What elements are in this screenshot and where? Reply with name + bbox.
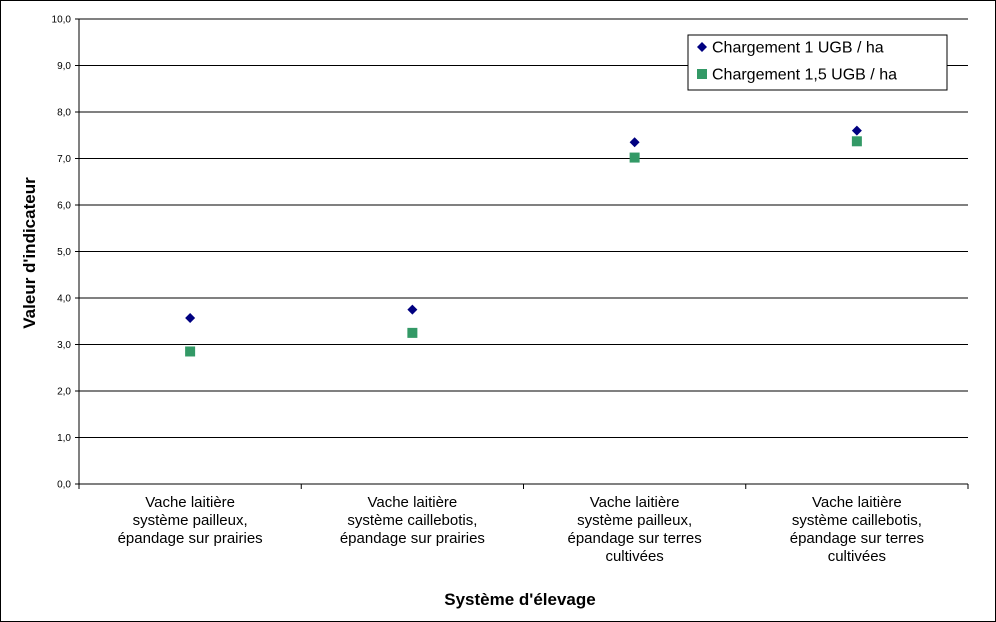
y-tick-labels: 0,0 1,0 2,0 3,0 4,0 5,0 6,0 7,0 8,0 9,0 10,0 (52, 15, 72, 491)
point-chargement-1 (407, 304, 418, 315)
y-tick-label: 4,0 (57, 294, 71, 305)
x-category-label-line: cultivées (605, 548, 663, 565)
x-category-label-line: épandage sur prairies (118, 530, 263, 547)
x-category-label-line: Vache laitière (812, 494, 902, 511)
x-category-label-line: Vache laitière (590, 494, 680, 511)
x-category-label-line: système pailleux, (133, 512, 248, 529)
x-category-label-line: système caillebotis, (792, 512, 922, 529)
y-tick-label: 3,0 (57, 340, 71, 351)
y-tick-label: 8,0 (57, 108, 71, 119)
x-category-label-line: épandage sur prairies (340, 530, 485, 547)
x-category-label-line: Vache laitière (145, 494, 235, 511)
legend-label: Chargement 1,5 UGB / ha (712, 67, 897, 84)
legend: Chargement 1 UGB / ha Chargement 1,5 UGB … (687, 34, 948, 91)
point-chargement-1 (185, 312, 196, 323)
legend-marker (697, 69, 707, 79)
y-tick-label: 1,0 (57, 433, 71, 444)
x-category-label: Vache laitière système caillebotis, épanda… (790, 494, 924, 565)
y-tick-label: 7,0 (57, 154, 71, 165)
y-tick-label: 6,0 (57, 201, 71, 212)
y-axis-title: Valeur d'indicateur (20, 177, 39, 329)
point-chargement-1-5 (407, 327, 418, 338)
data-points (185, 125, 862, 357)
x-category-label-line: Vache laitière (367, 494, 457, 511)
point-chargement-1-5 (851, 136, 862, 147)
y-tick-label: 9,0 (57, 61, 71, 72)
x-category-label-line: système pailleux, (577, 512, 692, 529)
point-chargement-1 (851, 125, 862, 136)
axes (75, 18, 969, 489)
y-tick-label: 0,0 (57, 480, 71, 491)
legend-marker (697, 42, 707, 52)
y-tick-label: 2,0 (57, 387, 71, 398)
legend-box (687, 34, 948, 91)
legend-label: Chargement 1 UGB / ha (712, 40, 884, 57)
y-tick-label: 10,0 (52, 15, 72, 26)
x-category-label-line: cultivées (828, 548, 886, 565)
point-chargement-1-5 (629, 152, 640, 163)
point-chargement-1-5 (185, 346, 196, 357)
point-chargement-1 (629, 137, 640, 148)
x-category-labels: Vache laitière système pailleux, épandage … (118, 494, 924, 565)
x-category-label: Vache laitière système pailleux, épandage … (118, 494, 263, 547)
x-category-label-line: système caillebotis, (347, 512, 477, 529)
x-category-label: Vache laitière système pailleux, épandage … (567, 494, 701, 565)
x-category-label-line: épandage sur terres (790, 530, 924, 547)
x-axis-title: Système d'élevage (444, 590, 595, 609)
y-tick-label: 5,0 (57, 247, 71, 258)
x-category-label-line: épandage sur terres (567, 530, 701, 547)
x-category-label: Vache laitière système caillebotis, épanda… (340, 494, 485, 547)
